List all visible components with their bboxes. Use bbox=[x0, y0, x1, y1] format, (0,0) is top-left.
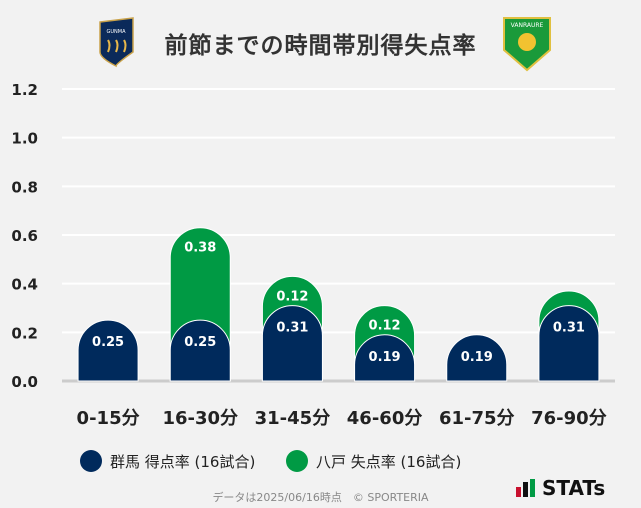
y-tick-label: 0.0 bbox=[11, 373, 38, 391]
x-tick-label: 76-90分 bbox=[531, 408, 607, 429]
legend-label: 八戸 失点率 (16試合) bbox=[316, 452, 462, 471]
svg-text:GUNMA: GUNMA bbox=[106, 29, 126, 35]
x-tick-label: 31-45分 bbox=[255, 408, 331, 429]
bar-segment-gunma bbox=[354, 334, 416, 382]
x-tick-label: 46-60分 bbox=[347, 408, 423, 429]
legend-swatch bbox=[80, 450, 102, 472]
data-label: 0.38 bbox=[184, 241, 216, 256]
x-tick-label: 61-75分 bbox=[439, 408, 515, 429]
stats-logo-icon bbox=[516, 479, 535, 497]
legend-item-gunma: 群馬 得点率 (16試合) bbox=[80, 450, 255, 472]
bar-segment-gunma bbox=[77, 319, 139, 382]
svg-text:VANRAURE: VANRAURE bbox=[511, 22, 544, 29]
data-label: 0.25 bbox=[92, 335, 124, 350]
data-label: 0.25 bbox=[184, 335, 216, 350]
bar-segment-gunma bbox=[446, 334, 508, 382]
data-label: 0.19 bbox=[461, 350, 493, 365]
stats-brand: STATs bbox=[516, 476, 605, 500]
legend-item-hachinohe: 八戸 失点率 (16試合) bbox=[286, 450, 461, 472]
chart-title: 前節までの時間帯別得失点率 bbox=[164, 33, 477, 59]
logo-gunma: GUNMA bbox=[99, 17, 134, 68]
bar-segment-gunma bbox=[261, 305, 323, 382]
data-label: 0.12 bbox=[369, 319, 401, 334]
y-tick-label: 0.4 bbox=[11, 276, 38, 294]
legend-swatch bbox=[286, 450, 308, 472]
y-tick-label: 0.8 bbox=[11, 178, 38, 196]
data-label: 0.31 bbox=[276, 321, 308, 336]
y-tick-label: 1.0 bbox=[11, 130, 38, 148]
y-tick-label: 0.6 bbox=[11, 227, 38, 245]
bar-segment-gunma bbox=[538, 305, 600, 382]
data-label: 0.19 bbox=[369, 350, 401, 365]
y-tick-label: 0.2 bbox=[11, 324, 38, 342]
footer-note: データは2025/06/16時点 © SPORTERIA bbox=[212, 491, 429, 504]
y-tick-label: 1.2 bbox=[11, 81, 38, 99]
x-tick-label: 0-15分 bbox=[77, 408, 140, 429]
data-label: 0.31 bbox=[553, 321, 585, 336]
x-tick-label: 16-30分 bbox=[162, 408, 238, 429]
stats-brand-text: STATs bbox=[542, 476, 606, 500]
legend-label: 群馬 得点率 (16試合) bbox=[110, 452, 256, 471]
bar-segment-gunma bbox=[169, 319, 231, 382]
logo-vanraure: VANRAURE bbox=[503, 17, 551, 72]
data-label: 0.12 bbox=[276, 289, 308, 304]
